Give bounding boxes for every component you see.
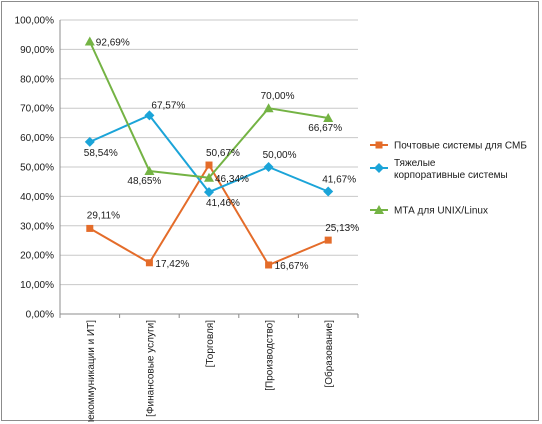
data-point [323, 186, 334, 197]
data-point [205, 161, 213, 169]
y-tick-label: 100,00% [15, 16, 55, 27]
data-label: 29,11% [87, 210, 120, 221]
legend-marker [375, 141, 383, 149]
y-tick-label: 50,00% [20, 163, 54, 174]
data-label: 66,67% [308, 123, 342, 134]
data-label: 92,69% [96, 37, 130, 48]
legend-entry: Почтовые системы для СМБ [370, 141, 527, 152]
series-3 [84, 36, 334, 182]
data-label: 50,00% [263, 150, 297, 161]
x-category-label: [Производство] [265, 320, 276, 391]
data-point [324, 236, 332, 244]
data-point [265, 261, 273, 269]
data-label: 48,65% [127, 176, 161, 187]
data-point [84, 136, 95, 147]
data-point [144, 165, 155, 175]
x-category-label: [Телекоммуникации и ИТ] [86, 320, 97, 422]
data-point [204, 172, 214, 182]
data-point [86, 224, 94, 232]
data-point [323, 112, 334, 122]
data-label: 16,67% [275, 261, 309, 272]
data-point [204, 187, 214, 198]
legend-label: корпоративные системы [394, 170, 508, 181]
data-label: 58,54% [84, 148, 118, 159]
data-point [84, 36, 95, 46]
x-axis: [Телекоммуникации и ИТ] [Финансовые услуг… [59, 313, 359, 422]
y-tick-label: 80,00% [20, 74, 54, 85]
y-tick-label: 40,00% [20, 192, 54, 203]
legend-entry: МТА для UNIX/Linux [370, 205, 488, 217]
y-axis: 0,00% 10,00% 20,00% 30,00% 40,00% 50,00% 60,00… [15, 16, 61, 321]
y-tick-label: 30,00% [20, 221, 54, 232]
legend-label: Тяжелые [394, 158, 436, 169]
x-category-label: [Торговля] [205, 320, 216, 368]
y-tick-label: 0,00% [26, 310, 54, 321]
legend-label: МТА для UNIX/Linux [394, 206, 488, 217]
y-tick-label: 20,00% [20, 251, 54, 262]
data-label: 46,34% [215, 174, 249, 185]
data-label: 25,13% [325, 223, 359, 234]
data-label: 70,00% [261, 91, 295, 102]
x-category-label: [Образование] [323, 320, 335, 388]
data-label: 41,46% [206, 198, 240, 209]
series-group [84, 36, 334, 269]
x-category-label: [Финансовые услуги] [145, 320, 156, 417]
data-label: 67,57% [151, 100, 185, 111]
data-label: 41,67% [322, 174, 356, 185]
y-tick-label: 70,00% [20, 104, 54, 115]
y-tick-label: 60,00% [20, 133, 54, 144]
data-label: 17,42% [155, 259, 189, 270]
series-1 [86, 161, 332, 269]
legend: Почтовые системы для СМБ Тяжелыекорпорати… [370, 141, 527, 217]
legend-label: Почтовые системы для СМБ [394, 141, 527, 152]
series-2 [84, 110, 334, 198]
data-label: 50,67% [206, 148, 240, 159]
data-point [144, 110, 155, 121]
data-point [263, 103, 274, 113]
y-tick-label: 10,00% [20, 280, 54, 291]
data-labels: 29,11% 17,42% 50,67% 16,67% 25,13% 58,54% 67,5… [84, 37, 359, 271]
data-point [145, 259, 153, 267]
data-point [263, 162, 274, 172]
legend-marker [374, 205, 384, 214]
legend-marker [374, 163, 384, 173]
y-tick-label: 90,00% [20, 45, 54, 56]
